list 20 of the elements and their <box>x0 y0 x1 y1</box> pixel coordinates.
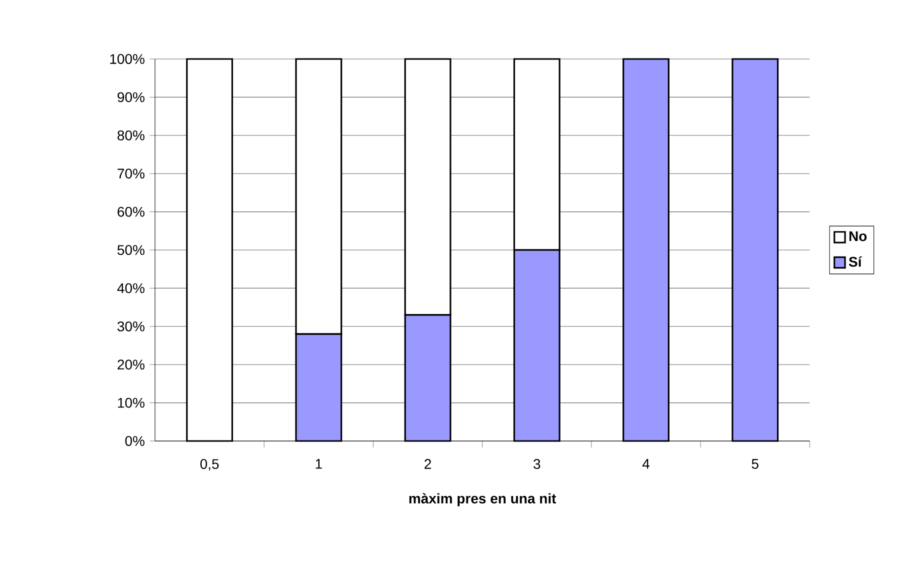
y-tick-label: 30% <box>117 321 144 332</box>
y-tick-label: 70% <box>118 168 144 179</box>
legend-label: No <box>849 231 867 242</box>
y-tick-label: 80% <box>118 130 144 140</box>
y-tick-label: 0% <box>125 436 144 446</box>
x-axis-title: màxim pres en una nit <box>409 493 556 506</box>
x-tick-label: 2 <box>424 459 431 469</box>
y-tick-label: 40% <box>117 283 144 294</box>
y-tick-label: 50% <box>118 245 144 255</box>
x-tick-label: 1 <box>316 459 322 469</box>
x-tick-label: 3 <box>534 459 540 469</box>
y-tick-label: 10% <box>118 398 144 408</box>
y-tick-label: 20% <box>118 360 144 370</box>
y-tick-label: 60% <box>118 206 144 217</box>
x-tick-label: 4 <box>642 459 650 469</box>
x-tick-label: 5 <box>752 459 758 469</box>
y-tick-label: 90% <box>118 92 144 102</box>
legend-label: Sí <box>848 256 862 267</box>
x-tick-label: 0,5 <box>200 459 219 471</box>
y-tick-label: 100% <box>110 54 144 64</box>
